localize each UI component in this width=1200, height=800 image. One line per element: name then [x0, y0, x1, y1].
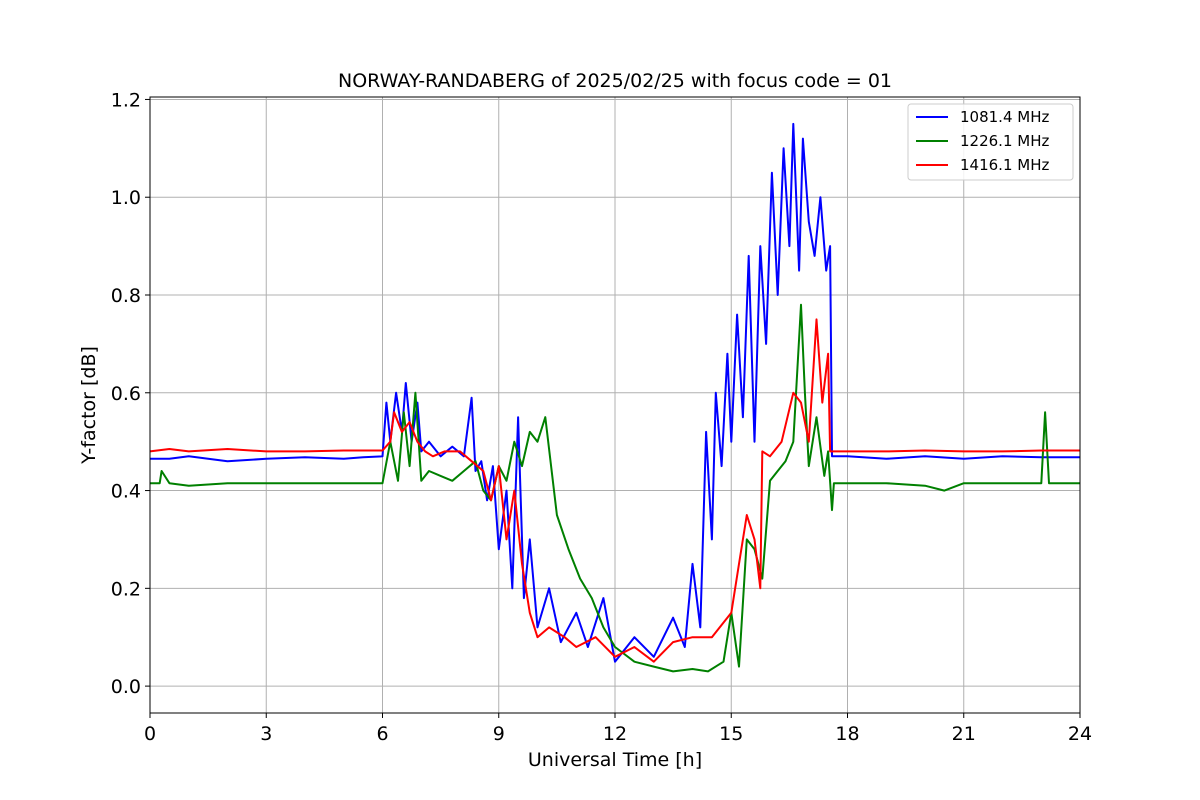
series-line-2	[150, 303, 1080, 673]
y-axis-label: Y-factor [dB]	[78, 346, 100, 465]
x-tick-label: 9	[493, 723, 505, 745]
x-tick-label: 21	[952, 723, 976, 745]
y-axis: 0.0 0.2 0.4 0.6 0.8 1.0 1.2	[111, 89, 150, 698]
x-tick-label: 24	[1068, 723, 1092, 745]
x-tick-label: 15	[719, 723, 743, 745]
x-tick-label: 18	[835, 723, 859, 745]
legend-label: 1416.1 MHz	[960, 156, 1049, 174]
legend-label: 1081.4 MHz	[960, 108, 1049, 126]
y-tick-label: 0.4	[111, 481, 141, 503]
x-tick-label: 12	[603, 723, 627, 745]
x-tick-label: 6	[376, 723, 388, 745]
legend-label: 1226.1 MHz	[960, 132, 1049, 150]
y-tick-label: 1.2	[111, 89, 141, 111]
series-line-3	[149, 318, 1080, 663]
x-axis-label: Universal Time [h]	[528, 749, 702, 771]
y-tick-label: 0.8	[111, 285, 141, 307]
legend: 1081.4 MHz 1226.1 MHz 1416.1 MHz	[907, 103, 1074, 181]
y-tick-label: 0.6	[111, 383, 141, 405]
x-tick-label: 0	[144, 723, 156, 745]
series-layer	[149, 122, 1080, 673]
series-line-1	[150, 122, 1080, 663]
x-axis: 0 3 6 9 12 15 18 21 24	[144, 713, 1092, 745]
x-tick-label: 3	[260, 723, 272, 745]
y-tick-label: 1.0	[111, 187, 141, 209]
y-tick-label: 0.2	[111, 578, 141, 600]
chart-title: NORWAY-RANDABERG of 2025/02/25 with focu…	[338, 70, 892, 92]
legend-box	[907, 103, 1074, 181]
y-tick-label: 0.0	[111, 676, 141, 698]
